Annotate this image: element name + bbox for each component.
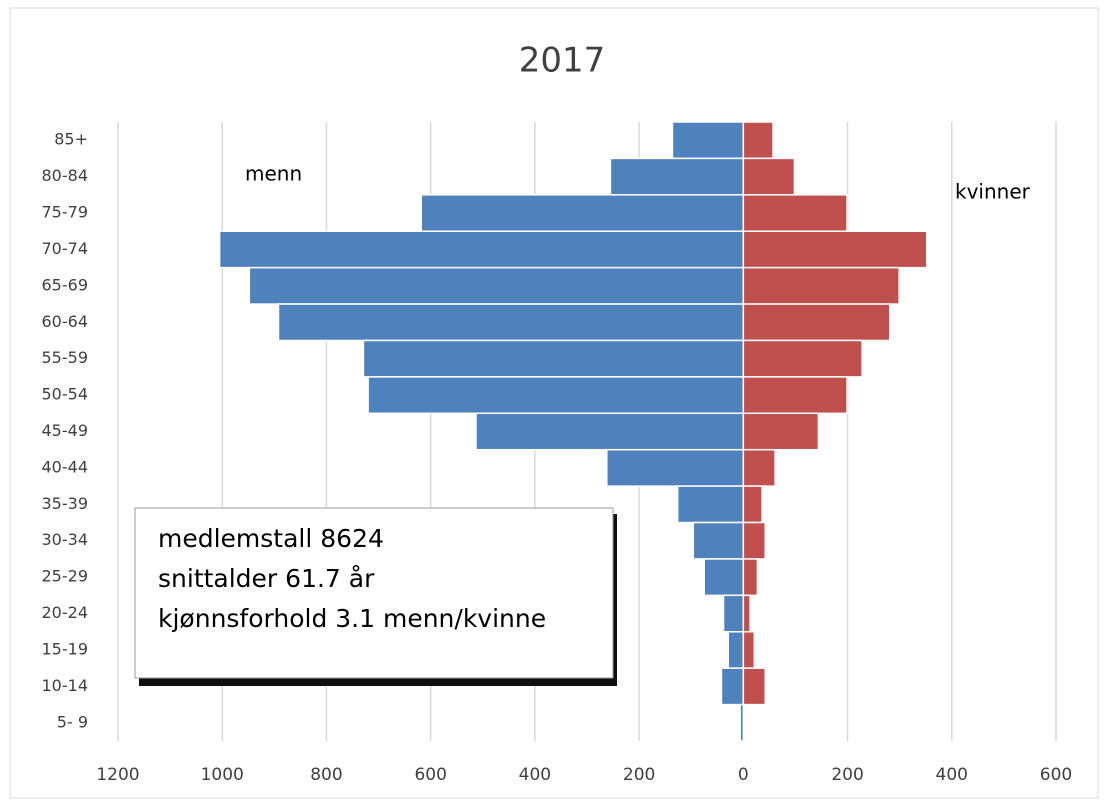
bar [362, 339, 745, 378]
bar [609, 157, 745, 196]
bar [277, 303, 745, 342]
y-tick-label: 5- 9 [57, 712, 88, 731]
x-tick-label: 800 [310, 765, 342, 785]
y-tick-label: 30-34 [42, 530, 89, 549]
y-tick-label: 45-49 [42, 421, 89, 440]
bar [742, 157, 796, 196]
bar [248, 266, 745, 305]
bar [676, 485, 745, 524]
x-tick-label: 200 [623, 765, 655, 785]
y-tick-label: 65-69 [42, 275, 89, 294]
bar [742, 485, 763, 524]
info-line: snittalder 61.7 år [158, 564, 375, 593]
y-tick-label: 60-64 [42, 312, 89, 331]
bars [218, 121, 928, 742]
y-tick-label: 50-54 [42, 385, 89, 404]
x-tick-label: 400 [936, 765, 968, 785]
y-tick-label: 25-29 [42, 567, 89, 586]
bar [475, 412, 745, 451]
chart-title: 2017 [519, 41, 606, 81]
bar [742, 339, 863, 378]
info-line: kjønnsforhold 3.1 menn/kvinne [158, 604, 546, 633]
x-tick-label: 1200 [96, 765, 139, 785]
x-tick-label: 400 [519, 765, 551, 785]
y-tick-label: 10-14 [42, 676, 89, 695]
x-tick-label: 600 [414, 765, 446, 785]
x-tick-label: 1000 [201, 765, 244, 785]
bar [218, 230, 745, 269]
bar [720, 667, 745, 706]
bar [742, 631, 756, 669]
y-tick-label: 15-19 [42, 639, 89, 658]
x-tick-label: 200 [831, 765, 863, 785]
x-tick-label: 0 [738, 765, 749, 785]
info-box [134, 507, 614, 679]
bar [420, 194, 745, 232]
bar [703, 558, 745, 597]
series-label: menn [245, 162, 302, 186]
bar [739, 703, 745, 742]
bar [742, 376, 848, 415]
bar [722, 594, 745, 633]
bar [671, 121, 745, 160]
y-tick-label: 80-84 [42, 166, 89, 185]
bar [742, 194, 848, 232]
y-tick-label: 40-44 [42, 457, 89, 476]
bar [742, 121, 774, 160]
y-tick-label: 35-39 [42, 494, 89, 513]
y-tick-label: 85+ [54, 130, 88, 149]
bar [606, 448, 745, 487]
bar [742, 558, 759, 597]
y-tick-label: 75-79 [42, 203, 89, 222]
bar [742, 448, 776, 487]
bar [367, 376, 745, 415]
x-tick-label: 600 [1040, 765, 1072, 785]
bar [692, 521, 745, 560]
bar [742, 667, 766, 706]
bar [742, 230, 928, 269]
bar [742, 412, 820, 451]
y-tick-label: 55-59 [42, 348, 89, 367]
series-label: kvinner [955, 180, 1031, 204]
bar [742, 594, 751, 633]
y-tick-label: 20-24 [42, 603, 89, 622]
y-tick-label: 70-74 [42, 239, 89, 258]
bar [742, 303, 891, 342]
bar [742, 266, 900, 305]
bar [727, 631, 745, 669]
bar [742, 521, 766, 560]
info-line: medlemstall 8624 [158, 524, 384, 553]
